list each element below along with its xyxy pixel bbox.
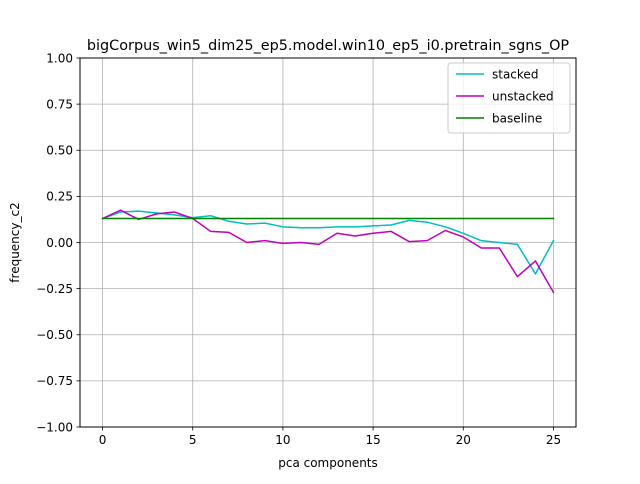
- series-line-stacked: [101, 210, 555, 275]
- legend-label-baseline: baseline: [492, 111, 542, 125]
- y-tick-label: 0.00: [46, 236, 73, 250]
- y-tick-label: 0.50: [46, 144, 73, 158]
- legend-label-unstacked: unstacked: [492, 89, 554, 103]
- y-tick-label: 0.75: [46, 97, 73, 111]
- x-tick-label: 0: [99, 433, 107, 447]
- y-tick-label: −0.50: [36, 328, 73, 342]
- x-axis-label: pca components: [278, 456, 378, 470]
- series-line-unstacked: [101, 209, 555, 294]
- y-tick-label: −1.00: [36, 420, 73, 434]
- y-tick-label: −0.75: [36, 374, 73, 388]
- y-axis-label: frequency_c2: [8, 202, 22, 282]
- x-tick-label: 15: [365, 433, 380, 447]
- x-tick-label: 5: [189, 433, 197, 447]
- legend-label-stacked: stacked: [492, 67, 538, 81]
- y-tick-label: 1.00: [46, 51, 73, 65]
- x-tick-label: 20: [456, 433, 471, 447]
- x-tick-label: 10: [275, 433, 290, 447]
- y-tick-label: 0.25: [46, 190, 73, 204]
- chart-title: bigCorpus_win5_dim25_ep5.model.win10_ep5…: [87, 38, 569, 54]
- y-tick-label: −0.25: [36, 282, 73, 296]
- legend-box: [447, 62, 571, 134]
- x-tick-label: 25: [546, 433, 561, 447]
- legend: stacked unstacked baseline: [447, 62, 571, 134]
